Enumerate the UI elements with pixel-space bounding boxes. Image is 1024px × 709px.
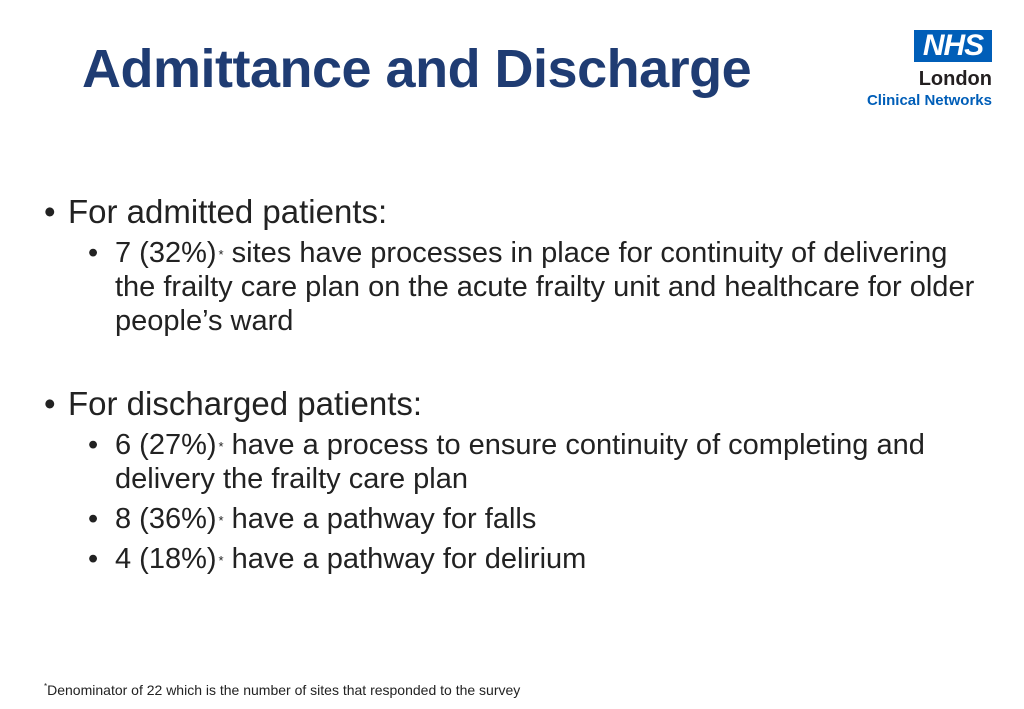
bullet-icon: • [88, 503, 99, 535]
footnote-marker: * [218, 513, 224, 528]
section-admitted: • For admitted patients: • 7 (32%) * site… [44, 192, 984, 338]
bullet-icon: • [88, 543, 99, 575]
bullet-icon: • [88, 429, 99, 461]
heading-text: For discharged patients: [68, 385, 423, 422]
section-discharged: • For discharged patients: • 6 (27%) * ha… [44, 384, 984, 576]
item-text: have a pathway for delirium [223, 543, 587, 575]
item-content: 6 (27%) * have a process to ensure contin… [115, 428, 984, 496]
list-item: • 7 (32%) * sites have processes in place… [88, 236, 984, 338]
nhs-london-logo: NHS London Clinical Networks [866, 30, 994, 110]
footnote-text: Denominator of 22 which is the number of… [47, 682, 521, 698]
footnote-marker: * [218, 553, 224, 568]
nhs-logo-box: NHS [914, 30, 992, 62]
footnote: *Denominator of 22 which is the number o… [44, 682, 520, 698]
logo-network: Clinical Networks [866, 92, 992, 109]
heading-text: For admitted patients: [68, 193, 388, 230]
footnote-marker: * [218, 247, 224, 262]
item-count: 7 (32%) [115, 237, 217, 269]
item-content: 7 (32%) * sites have processes in place f… [115, 236, 984, 338]
list-item: • 4 (18%) * have a pathway for delirium [88, 542, 984, 576]
logo-region: London [918, 68, 992, 90]
footnote-marker: * [44, 682, 48, 691]
slide-title: Admittance and Discharge [82, 39, 752, 99]
footnote-marker: * [218, 439, 224, 454]
item-count: 6 (27%) [115, 429, 217, 461]
bullet-icon: • [44, 193, 56, 230]
bullet-icon: • [88, 237, 99, 269]
item-content: 8 (36%) * have a pathway for falls [115, 502, 536, 536]
list-item: • 6 (27%) * have a process to ensure cont… [88, 428, 984, 496]
item-text: have a process to ensure continuity of c… [115, 429, 925, 495]
section-heading: • For admitted patients: [44, 192, 984, 232]
item-content: 4 (18%) * have a pathway for delirium [115, 542, 586, 576]
item-text: have a pathway for falls [223, 503, 537, 535]
slide-body: • For admitted patients: • 7 (32%) * site… [44, 192, 984, 594]
section-heading: • For discharged patients: [44, 384, 984, 424]
bullet-icon: • [44, 385, 56, 422]
list-item: • 8 (36%) * have a pathway for falls [88, 502, 984, 536]
item-text: sites have processes in place for contin… [115, 237, 975, 337]
item-count: 4 (18%) [115, 543, 217, 575]
item-count: 8 (36%) [115, 503, 217, 535]
